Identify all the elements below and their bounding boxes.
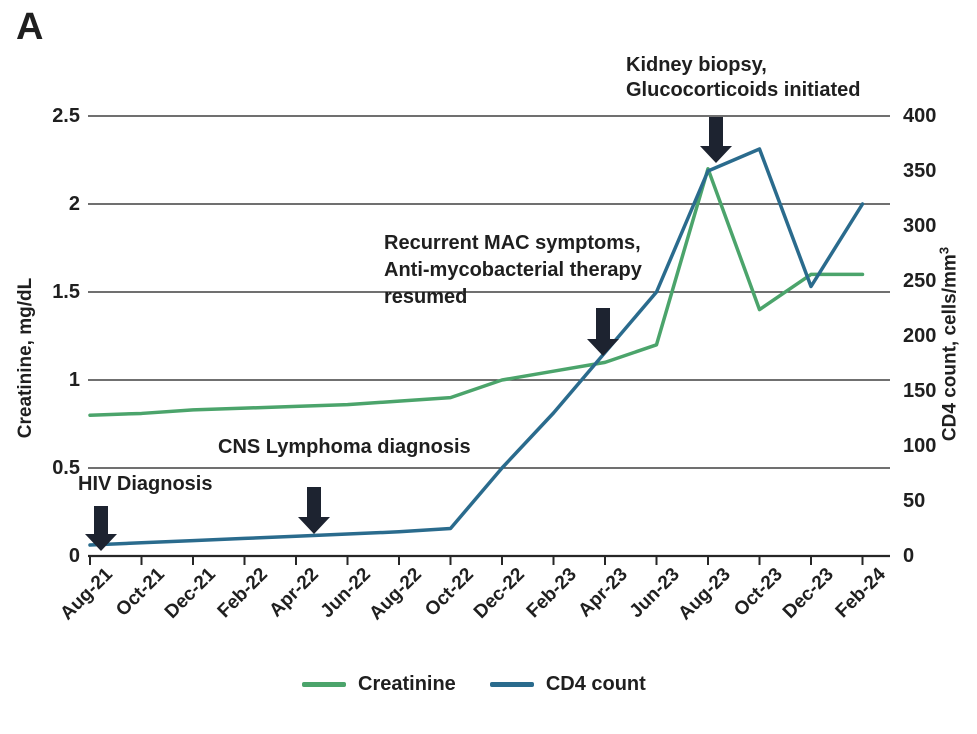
event-arrow-hiv-diagnosis (85, 506, 117, 551)
annotation-line: resumed (384, 286, 468, 308)
right-axis-tick-label: 50 (903, 490, 926, 512)
annotation-kidney-biopsy: Kidney biopsy, Glucocorticoids initiated (626, 53, 860, 103)
right-axis-title-sup: 3 (936, 246, 952, 255)
series-line-creatinine (88, 167, 865, 417)
left-axis-tick-label: 1 (68, 369, 80, 391)
right-axis-title: CD4 count, cells/mm3 (936, 247, 961, 441)
panel-label: A (16, 6, 44, 48)
annotation-line: Kidney biopsy, (626, 54, 767, 76)
legend: Creatinine CD4 count (302, 673, 646, 696)
event-arrow-mac-symptoms (587, 308, 619, 356)
right-axis-tick-label: 150 (903, 380, 937, 402)
annotation-mac-symptoms: Recurrent MAC symptoms, Anti-mycobacteria… (384, 230, 642, 311)
series-line-cd4 (88, 147, 865, 547)
right-axis-tick-label: 250 (903, 270, 937, 292)
annotation-line: Glucocorticoids initiated (626, 79, 861, 101)
left-axis-tick-label: 2.5 (52, 105, 80, 127)
legend-label-cd4: CD4 count (545, 673, 646, 695)
right-axis-tick-label: 0 (903, 545, 915, 567)
left-axis-tick-label: 0 (68, 545, 80, 567)
left-axis-tick-label: 0.5 (52, 457, 80, 479)
annotation-line: Recurrent MAC symptoms, (384, 232, 641, 254)
right-axis-tick-label: 350 (903, 160, 937, 182)
legend-item-creatinine: Creatinine (302, 673, 456, 696)
left-axis-tick-label: 2 (68, 193, 80, 215)
legend-swatch-cd4 (489, 682, 534, 687)
right-axis-tick-label: 300 (903, 215, 937, 237)
event-arrow-kidney-biopsy (700, 117, 732, 163)
legend-label-creatinine: Creatinine (358, 673, 456, 695)
legend-item-cd4: CD4 count (489, 673, 646, 696)
right-axis-tick-label: 100 (903, 435, 937, 457)
annotation-line: CNS Lymphoma diagnosis (218, 436, 471, 458)
annotation-cns-lymphoma: CNS Lymphoma diagnosis (218, 434, 471, 460)
legend-swatch-creatinine (302, 682, 346, 687)
annotation-hiv-diagnosis: HIV Diagnosis (78, 471, 212, 497)
right-axis-tick-label: 200 (903, 325, 937, 347)
right-axis-tick-label: 400 (903, 105, 937, 127)
annotation-line: HIV Diagnosis (78, 473, 213, 495)
annotation-line: Anti-mycobacterial therapy (384, 259, 642, 281)
right-axis-title-text: CD4 count, cells/mm (939, 254, 961, 442)
left-axis-tick-label: 1.5 (52, 281, 80, 303)
event-arrow-cns-lymphoma (298, 487, 330, 534)
